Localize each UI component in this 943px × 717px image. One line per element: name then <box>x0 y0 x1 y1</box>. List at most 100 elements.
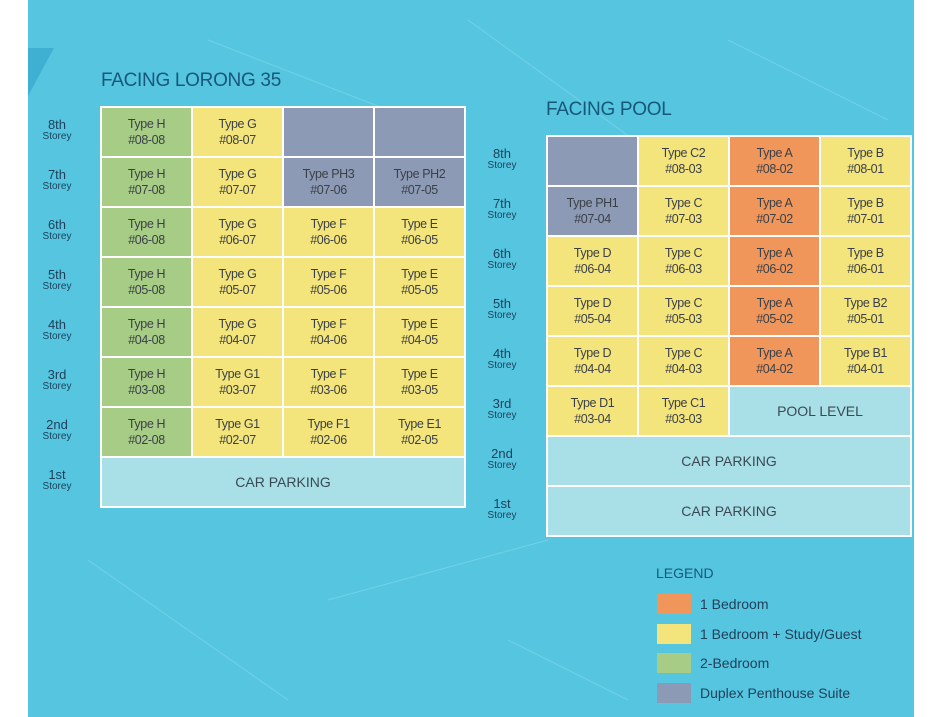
storey-word: Storey <box>487 310 517 321</box>
unit-cell: Type C1 #03-03 <box>637 385 730 437</box>
storey-label: 8th Storey <box>28 118 86 142</box>
storey-number: 7th <box>47 167 67 182</box>
unit-cell: Type D #06-04 <box>546 235 639 287</box>
storey-label: 2nd Storey <box>28 418 86 442</box>
unit-cell: Type B #06-01 <box>819 235 912 287</box>
unit-type: Type H <box>127 316 166 331</box>
unit-number: #02-08 <box>128 433 165 447</box>
unit-type: POOL LEVEL <box>777 402 863 419</box>
storey-number: 8th <box>47 117 67 132</box>
storey-label: 4th Storey <box>474 347 530 371</box>
unit-type: Type C <box>664 195 703 210</box>
legend-label: Duplex Penthouse Suite <box>700 684 851 701</box>
unit-number: #03-04 <box>574 412 611 426</box>
deco-line <box>87 559 289 701</box>
unit-cell: Type A #08-02 <box>728 135 821 187</box>
unit-cell: Type H #04-08 <box>100 306 193 358</box>
unit-number: #06-01 <box>847 262 884 276</box>
unit-cell: Type F #03-06 <box>282 356 375 408</box>
unit-number: #04-05 <box>401 333 438 347</box>
unit-cell: Type C2 #08-03 <box>637 135 730 187</box>
unit-cell: Type G1 #03-07 <box>191 356 284 408</box>
storey-label: 7th Storey <box>474 197 530 221</box>
unit-cell: Type G #04-07 <box>191 306 284 358</box>
unit-cell: Type PH2 #07-05 <box>373 156 466 208</box>
unit-type: Type F <box>310 366 347 381</box>
legend-label: 1 Bedroom + Study/Guest <box>700 625 862 642</box>
storey-word: Storey <box>487 260 517 271</box>
storey-word: Storey <box>42 231 72 242</box>
storey-number: 2nd <box>46 417 68 432</box>
unit-type: Type E <box>401 216 438 231</box>
unit-type: Type G <box>218 166 257 181</box>
unit-cell: Type E #03-05 <box>373 356 466 408</box>
unit-type: Type H <box>127 366 166 381</box>
unit-type: CAR PARKING <box>235 473 331 490</box>
unit-cell: Type C #04-03 <box>637 335 730 387</box>
unit-type: Type E <box>401 316 438 331</box>
storey-word: Storey <box>487 410 517 421</box>
unit-cell: Type D1 #03-04 <box>546 385 639 437</box>
unit-number: #02-06 <box>310 433 347 447</box>
unit-cell: Type C #05-03 <box>637 285 730 337</box>
unit-number: #06-02 <box>756 262 793 276</box>
unit-number: #08-01 <box>847 162 884 176</box>
unit-number: #07-05 <box>401 183 438 197</box>
legend-title: LEGEND <box>656 565 714 581</box>
storey-word: Storey <box>42 431 72 442</box>
storey-number: 4th <box>47 317 67 332</box>
legend-swatch <box>657 594 691 614</box>
unit-type: Type F1 <box>307 416 350 431</box>
unit-cell: Type G1 #02-07 <box>191 406 284 458</box>
unit-cell: Type F #04-06 <box>282 306 375 358</box>
unit-number: #07-07 <box>219 183 256 197</box>
storey-number: 8th <box>492 146 512 161</box>
storey-word: Storey <box>487 210 517 221</box>
storey-label: 6th Storey <box>28 218 86 242</box>
storey-label: 1st Storey <box>474 497 530 521</box>
storey-word: Storey <box>487 360 517 371</box>
storey-number: 7th <box>492 196 512 211</box>
unit-type: Type A <box>756 145 793 160</box>
unit-number: #08-08 <box>128 133 165 147</box>
storey-number: 6th <box>492 246 512 261</box>
unit-number: #04-03 <box>665 362 702 376</box>
deco-line <box>327 539 549 601</box>
unit-number: #03-08 <box>128 383 165 397</box>
unit-number: #05-07 <box>219 283 256 297</box>
unit-cell: Type B #08-01 <box>819 135 912 187</box>
unit-type: Type A <box>756 245 793 260</box>
storey-word: Storey <box>42 181 72 192</box>
unit-number: #06-08 <box>128 233 165 247</box>
storey-label: 6th Storey <box>474 247 530 271</box>
unit-type: Type B <box>847 245 884 260</box>
unit-cell: Type G #05-07 <box>191 256 284 308</box>
storey-word: Storey <box>42 331 72 342</box>
unit-type: Type G1 <box>215 366 260 381</box>
unit-type: Type A <box>756 345 793 360</box>
unit-cell: Type F #05-06 <box>282 256 375 308</box>
unit-number: #08-07 <box>219 133 256 147</box>
unit-cell: Type A #04-02 <box>728 335 821 387</box>
storey-number: 2nd <box>491 446 513 461</box>
unit-number: #06-03 <box>665 262 702 276</box>
storey-label: 5th Storey <box>474 297 530 321</box>
unit-type: Type A <box>756 295 793 310</box>
unit-type: Type F <box>310 266 347 281</box>
unit-number: #07-04 <box>574 212 611 226</box>
unit-number: #04-01 <box>847 362 884 376</box>
unit-number: #03-05 <box>401 383 438 397</box>
unit-type: Type E <box>401 266 438 281</box>
unit-cell: Type H #08-08 <box>100 106 193 158</box>
unit-number: #06-05 <box>401 233 438 247</box>
storey-number: 1st <box>48 467 66 482</box>
storey-label: 1st Storey <box>28 468 86 492</box>
storey-number: 4th <box>492 346 512 361</box>
unit-type: Type C1 <box>661 395 706 410</box>
unit-cell: Type C #06-03 <box>637 235 730 287</box>
unit-cell: Type G #08-07 <box>191 106 284 158</box>
unit-number: #04-08 <box>128 333 165 347</box>
legend-swatch <box>657 682 691 703</box>
storey-word: Storey <box>487 510 517 521</box>
unit-type: Type C2 <box>661 145 706 160</box>
